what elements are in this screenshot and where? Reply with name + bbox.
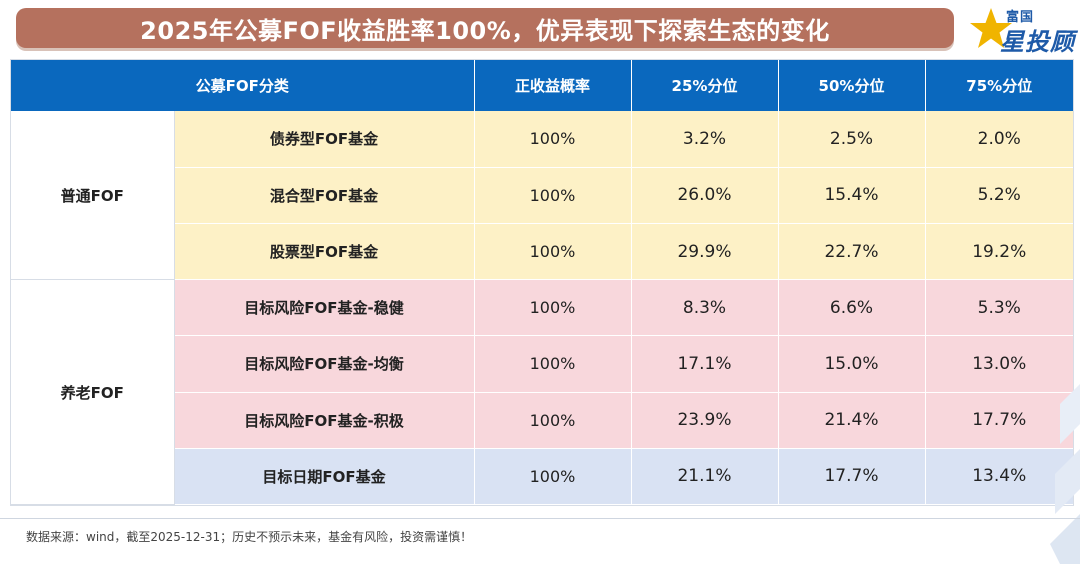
- header-rate: 正收益概率: [474, 60, 632, 111]
- footer-note: 数据来源：wind，截至2025-12-31；历史不预示未来，基金有风险，投资需…: [26, 530, 473, 544]
- group-label-pension: 养老FOF: [11, 279, 175, 505]
- row-p25: 26.0%: [631, 167, 779, 224]
- table-header-row: 公募FOF分类 正收益概率 25%分位 50%分位 75%分位: [11, 60, 1073, 111]
- row-name: 混合型FOF基金: [174, 167, 475, 224]
- row-p50: 15.0%: [778, 335, 926, 393]
- table-row: 目标风险FOF基金-均衡 100% 17.1% 15.0% 13.0%: [11, 335, 1073, 393]
- row-p75: 19.2%: [925, 223, 1073, 281]
- row-p75: 2.0%: [925, 111, 1073, 168]
- header-category: 公募FOF分类: [11, 60, 475, 111]
- row-p50: 21.4%: [778, 392, 926, 449]
- page-title: 2025年公募FOF收益胜率100%，优异表现下探索生态的变化: [140, 16, 830, 45]
- row-p75: 5.2%: [925, 167, 1073, 224]
- table-row: 目标日期FOF基金 100% 21.1% 17.7% 13.4%: [11, 448, 1073, 506]
- header-p25: 25%分位: [631, 60, 779, 111]
- brand-logo: 富国 星投顾: [966, 4, 1076, 56]
- row-p75: 13.0%: [925, 335, 1073, 393]
- table-row: 养老FOF 目标风险FOF基金-稳健 100% 8.3% 6.6% 5.3%: [11, 279, 1073, 505]
- group-label-regular: 普通FOF: [11, 111, 175, 281]
- table-row: 普通FOF 债券型FOF基金 100% 3.2% 2.5% 2.0%: [11, 111, 1073, 281]
- table-row: 混合型FOF基金 100% 26.0% 15.4% 5.2%: [11, 167, 1073, 224]
- fof-table: 公募FOF分类 正收益概率 25%分位 50%分位 75%分位 普通FOF 债券…: [11, 60, 1073, 506]
- header-p50: 50%分位: [778, 60, 926, 111]
- row-rate: 100%: [474, 167, 632, 224]
- fof-table-container: 公募FOF分类 正收益概率 25%分位 50%分位 75%分位 普通FOF 债券…: [10, 59, 1074, 506]
- table-row: 目标风险FOF基金-积极 100% 23.9% 21.4% 17.7%: [11, 392, 1073, 449]
- row-p25: 29.9%: [631, 223, 779, 281]
- row-rate: 100%: [474, 392, 632, 449]
- row-p25: 23.9%: [631, 392, 779, 449]
- row-rate: 100%: [474, 111, 632, 168]
- row-p25: 21.1%: [631, 448, 779, 506]
- footer-divider: [0, 518, 1080, 519]
- row-p75: 17.7%: [925, 392, 1073, 449]
- row-p25: 3.2%: [631, 111, 779, 168]
- row-rate: 100%: [474, 448, 632, 506]
- row-name: 债券型FOF基金: [174, 111, 475, 168]
- row-rate: 100%: [474, 335, 632, 393]
- row-p75: 13.4%: [925, 448, 1073, 506]
- decorative-stripes: [1050, 384, 1080, 564]
- row-name: 股票型FOF基金: [174, 223, 475, 281]
- row-name: 目标风险FOF基金-稳健: [174, 279, 475, 337]
- row-rate: 100%: [474, 279, 632, 337]
- brand-top-text: 富国: [1006, 10, 1035, 25]
- row-name: 目标日期FOF基金: [174, 448, 475, 506]
- row-rate: 100%: [474, 223, 632, 281]
- table-row: 股票型FOF基金 100% 29.9% 22.7% 19.2%: [11, 223, 1073, 281]
- row-name: 目标风险FOF基金-积极: [174, 392, 475, 449]
- row-p25: 17.1%: [631, 335, 779, 393]
- brand-main-text: 星投顾: [1000, 28, 1075, 56]
- row-name: 目标风险FOF基金-均衡: [174, 335, 475, 393]
- row-p50: 2.5%: [778, 111, 926, 168]
- row-p50: 17.7%: [778, 448, 926, 506]
- row-p75: 5.3%: [925, 279, 1073, 337]
- star-icon: [970, 8, 1012, 48]
- header-p75: 75%分位: [925, 60, 1073, 111]
- row-p25: 8.3%: [631, 279, 779, 337]
- row-p50: 15.4%: [778, 167, 926, 224]
- title-banner: 2025年公募FOF收益胜率100%，优异表现下探索生态的变化: [16, 8, 954, 48]
- row-p50: 22.7%: [778, 223, 926, 281]
- row-p50: 6.6%: [778, 279, 926, 337]
